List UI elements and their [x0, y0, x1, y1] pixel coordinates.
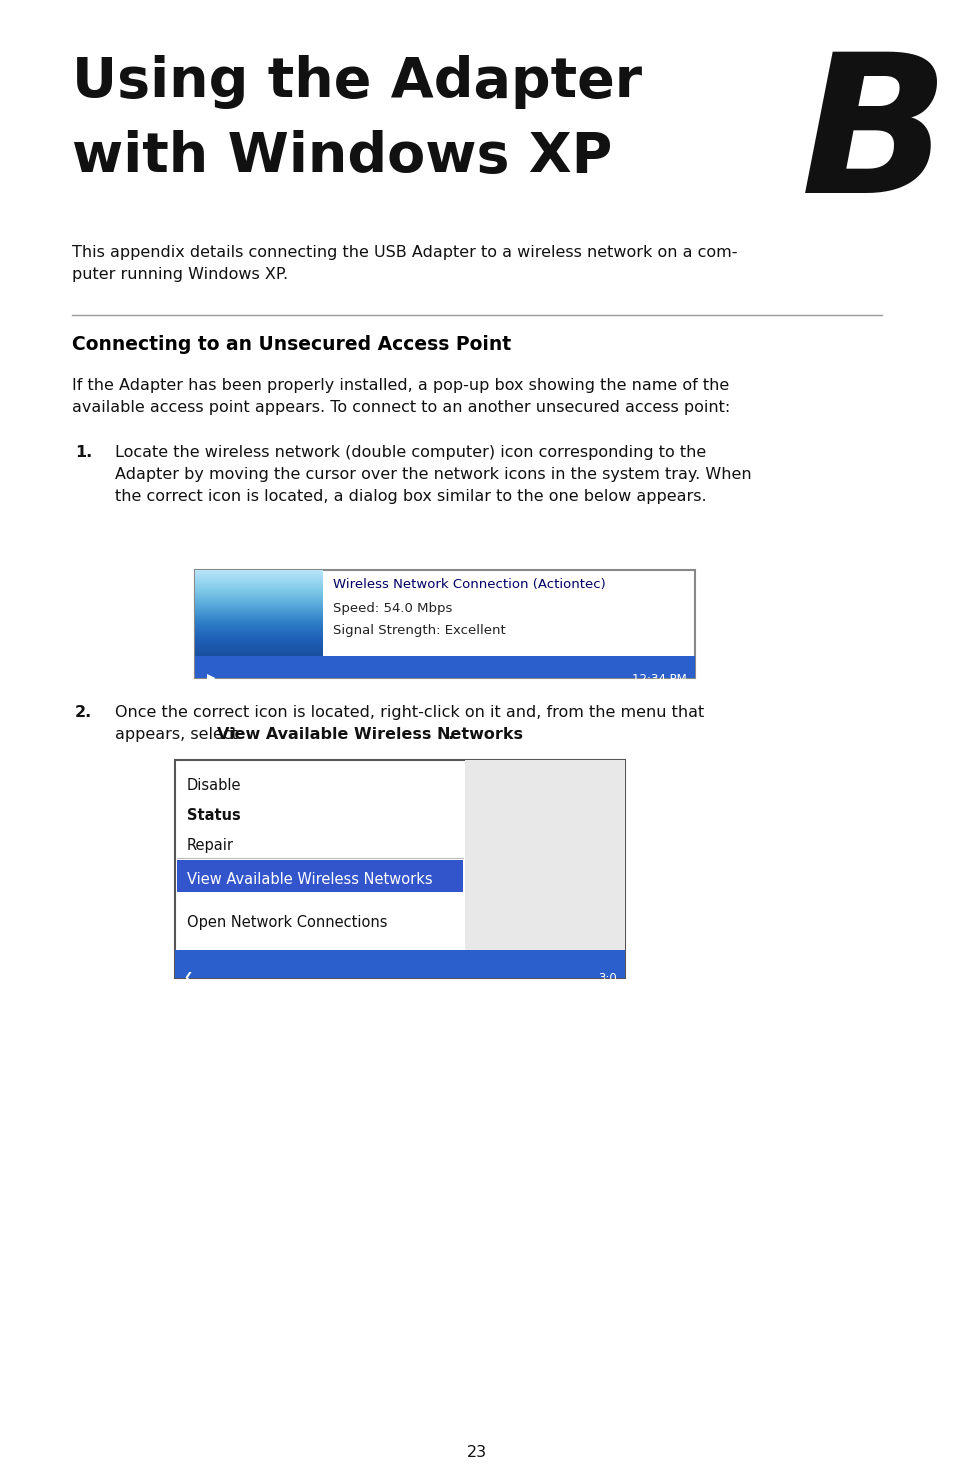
- Text: Repair: Repair: [187, 839, 233, 853]
- Text: Using the Adapter: Using the Adapter: [71, 55, 641, 109]
- Text: Disable: Disable: [187, 778, 241, 793]
- Text: ❮: ❮: [183, 971, 193, 983]
- Text: Locate the wireless network (double computer) icon corresponding to the
Adapter : Locate the wireless network (double comp…: [115, 445, 751, 504]
- Text: View Available Wireless Networks: View Available Wireless Networks: [216, 727, 522, 741]
- Text: B: B: [800, 46, 948, 233]
- Text: Once the correct icon is located, right-click on it and, from the menu that: Once the correct icon is located, right-…: [115, 705, 703, 719]
- Text: ▶: ▶: [207, 674, 215, 682]
- Text: Wireless Network Connection (Actiontec): Wireless Network Connection (Actiontec): [333, 578, 605, 591]
- Text: with Windows XP: with Windows XP: [71, 130, 612, 184]
- Text: Connecting to an Unsecured Access Point: Connecting to an Unsecured Access Point: [71, 335, 511, 354]
- Bar: [194, 656, 323, 666]
- Text: If the Adapter has been properly installed, a pop-up box showing the name of the: If the Adapter has been properly install…: [71, 377, 729, 416]
- Text: 1.: 1.: [75, 445, 92, 460]
- Text: Speed: 54.0 Mbps: Speed: 54.0 Mbps: [333, 601, 452, 615]
- Bar: [194, 570, 695, 678]
- Bar: [174, 761, 624, 979]
- Text: 2.: 2.: [75, 705, 92, 719]
- Text: 23: 23: [466, 1445, 487, 1461]
- Bar: [194, 656, 695, 678]
- Text: appears, select: appears, select: [115, 727, 243, 741]
- Text: 3:0: 3:0: [598, 971, 617, 985]
- Text: Status: Status: [187, 808, 240, 822]
- Text: This appendix details connecting the USB Adapter to a wireless network on a com-: This appendix details connecting the USB…: [71, 245, 737, 282]
- Bar: [174, 951, 624, 979]
- Text: .: .: [447, 727, 453, 741]
- Text: 12:34 PM: 12:34 PM: [632, 674, 686, 685]
- Bar: [464, 761, 624, 951]
- Text: View Available Wireless Networks: View Available Wireless Networks: [187, 873, 432, 887]
- Text: Signal Strength: Excellent: Signal Strength: Excellent: [333, 624, 505, 637]
- Bar: [177, 859, 462, 892]
- Text: Open Network Connections: Open Network Connections: [187, 915, 387, 930]
